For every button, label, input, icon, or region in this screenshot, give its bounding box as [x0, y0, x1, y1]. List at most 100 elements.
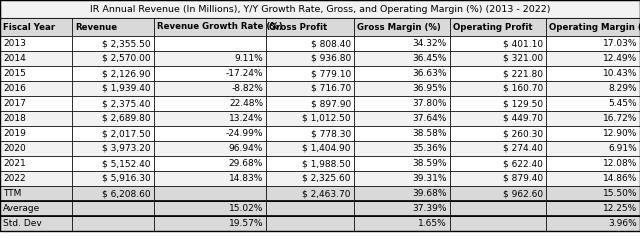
Text: 2020: 2020: [3, 144, 26, 153]
Bar: [546, 18, 640, 36]
Bar: [266, 141, 354, 156]
Text: 2022: 2022: [3, 174, 26, 183]
Bar: [354, 156, 450, 171]
Bar: [354, 141, 450, 156]
Bar: [72, 216, 154, 231]
Bar: [0, 201, 72, 216]
Text: $ 129.50: $ 129.50: [503, 99, 543, 108]
Bar: [266, 18, 354, 36]
Bar: [0, 18, 72, 36]
Bar: [154, 201, 266, 216]
Text: 37.39%: 37.39%: [413, 204, 447, 213]
Text: $ 1,939.40: $ 1,939.40: [102, 84, 151, 93]
Bar: [450, 96, 546, 111]
Text: 36.45%: 36.45%: [413, 54, 447, 63]
Text: 3.96%: 3.96%: [608, 219, 637, 228]
Bar: [354, 111, 450, 126]
Text: $ 2,375.40: $ 2,375.40: [102, 99, 151, 108]
Text: Average: Average: [3, 204, 40, 213]
Bar: [72, 126, 154, 141]
Bar: [354, 81, 450, 96]
Bar: [154, 186, 266, 201]
Text: 14.86%: 14.86%: [603, 174, 637, 183]
Bar: [266, 36, 354, 51]
Text: -17.24%: -17.24%: [225, 69, 263, 78]
Text: 37.80%: 37.80%: [413, 99, 447, 108]
Text: $ 5,916.30: $ 5,916.30: [102, 174, 151, 183]
Bar: [72, 186, 154, 201]
Bar: [154, 216, 266, 231]
Bar: [354, 66, 450, 81]
Text: $ 2,017.50: $ 2,017.50: [102, 129, 151, 138]
Bar: [354, 96, 450, 111]
Bar: [546, 111, 640, 126]
Text: 37.64%: 37.64%: [413, 114, 447, 123]
Bar: [72, 66, 154, 81]
Text: 36.63%: 36.63%: [413, 69, 447, 78]
Text: 2018: 2018: [3, 114, 26, 123]
Bar: [354, 171, 450, 186]
Text: $ 274.40: $ 274.40: [503, 144, 543, 153]
Bar: [266, 201, 354, 216]
Text: 2014: 2014: [3, 54, 26, 63]
Text: $ 3,973.20: $ 3,973.20: [102, 144, 151, 153]
Text: Fiscal Year: Fiscal Year: [3, 23, 55, 31]
Text: $ 2,463.70: $ 2,463.70: [303, 189, 351, 198]
Bar: [0, 186, 72, 201]
Text: Revenue: Revenue: [75, 23, 117, 31]
Bar: [450, 126, 546, 141]
Text: 38.59%: 38.59%: [413, 159, 447, 168]
Bar: [0, 36, 72, 51]
Bar: [450, 201, 546, 216]
Bar: [450, 216, 546, 231]
Text: 16.72%: 16.72%: [603, 114, 637, 123]
Bar: [546, 171, 640, 186]
Text: 12.25%: 12.25%: [603, 204, 637, 213]
Bar: [72, 111, 154, 126]
Bar: [0, 216, 72, 231]
Bar: [154, 36, 266, 51]
Text: 14.83%: 14.83%: [228, 174, 263, 183]
Bar: [266, 216, 354, 231]
Text: $ 622.40: $ 622.40: [503, 159, 543, 168]
Text: $ 2,570.00: $ 2,570.00: [102, 54, 151, 63]
Text: -24.99%: -24.99%: [225, 129, 263, 138]
Bar: [0, 156, 72, 171]
Bar: [546, 201, 640, 216]
Text: $ 716.70: $ 716.70: [311, 84, 351, 93]
Bar: [450, 51, 546, 66]
Text: 29.68%: 29.68%: [228, 159, 263, 168]
Bar: [450, 66, 546, 81]
Text: 2021: 2021: [3, 159, 26, 168]
Bar: [450, 36, 546, 51]
Text: $ 221.80: $ 221.80: [503, 69, 543, 78]
Bar: [154, 66, 266, 81]
Bar: [266, 126, 354, 141]
Bar: [266, 96, 354, 111]
Text: $ 5,152.40: $ 5,152.40: [102, 159, 151, 168]
Bar: [0, 111, 72, 126]
Bar: [154, 126, 266, 141]
Text: $ 321.00: $ 321.00: [503, 54, 543, 63]
Text: $ 1,404.90: $ 1,404.90: [303, 144, 351, 153]
Bar: [546, 186, 640, 201]
Bar: [154, 18, 266, 36]
Text: $ 401.10: $ 401.10: [503, 39, 543, 48]
Bar: [266, 171, 354, 186]
Text: 12.08%: 12.08%: [603, 159, 637, 168]
Text: 13.24%: 13.24%: [228, 114, 263, 123]
Text: 6.91%: 6.91%: [608, 144, 637, 153]
Bar: [0, 171, 72, 186]
Bar: [154, 156, 266, 171]
Bar: [72, 51, 154, 66]
Bar: [266, 66, 354, 81]
Bar: [354, 201, 450, 216]
Bar: [72, 36, 154, 51]
Text: 1.65%: 1.65%: [419, 219, 447, 228]
Text: $ 936.80: $ 936.80: [311, 54, 351, 63]
Text: 2013: 2013: [3, 39, 26, 48]
Bar: [154, 51, 266, 66]
Text: $ 2,355.50: $ 2,355.50: [102, 39, 151, 48]
Text: 39.68%: 39.68%: [413, 189, 447, 198]
Text: $ 778.30: $ 778.30: [311, 129, 351, 138]
